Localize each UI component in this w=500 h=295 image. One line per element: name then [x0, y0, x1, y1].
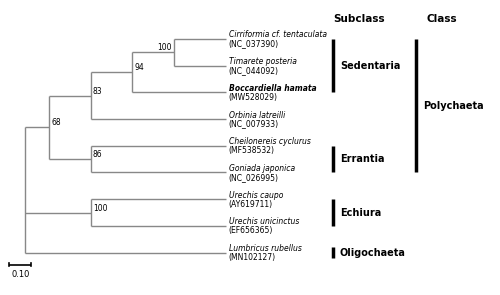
Text: (NC_044092): (NC_044092) [228, 66, 278, 75]
Text: Timarete posteria: Timarete posteria [228, 57, 296, 66]
Text: 94: 94 [134, 63, 144, 72]
Text: (NC_037390): (NC_037390) [228, 39, 279, 48]
Text: (NC_007933): (NC_007933) [228, 119, 279, 128]
Text: Sedentaria: Sedentaria [340, 60, 400, 71]
Text: 0.10: 0.10 [11, 270, 30, 278]
Text: Echiura: Echiura [340, 208, 381, 218]
Text: Cheilonereis cyclurus: Cheilonereis cyclurus [228, 137, 310, 146]
Text: (NC_026995): (NC_026995) [228, 173, 278, 182]
Text: Urechis caupo: Urechis caupo [228, 191, 283, 200]
Text: (EF656365): (EF656365) [228, 226, 273, 235]
Text: (AY619711): (AY619711) [228, 199, 273, 209]
Text: Goniada japonica: Goniada japonica [228, 164, 295, 173]
Text: Urechis unicinctus: Urechis unicinctus [228, 217, 299, 227]
Text: (MF538532): (MF538532) [228, 146, 274, 155]
Text: (MN102127): (MN102127) [228, 253, 276, 262]
Text: (MW528029): (MW528029) [228, 93, 278, 101]
Text: 100: 100 [92, 204, 107, 213]
Text: Lumbricus rubellus: Lumbricus rubellus [228, 244, 302, 253]
Text: 100: 100 [157, 43, 172, 52]
Text: Boccardiella hamata: Boccardiella hamata [228, 84, 316, 93]
Text: Errantia: Errantia [340, 154, 384, 164]
Text: Oligochaeta: Oligochaeta [340, 248, 406, 258]
Text: Subclass: Subclass [334, 14, 385, 24]
Text: Orbinia latreilli: Orbinia latreilli [228, 111, 285, 119]
Text: Cirriformia cf. tentaculata: Cirriformia cf. tentaculata [228, 30, 326, 39]
Text: 86: 86 [92, 150, 102, 159]
Text: Class: Class [427, 14, 458, 24]
Text: 68: 68 [51, 118, 60, 127]
Text: Polychaeta: Polychaeta [422, 101, 484, 111]
Text: 83: 83 [92, 87, 102, 96]
